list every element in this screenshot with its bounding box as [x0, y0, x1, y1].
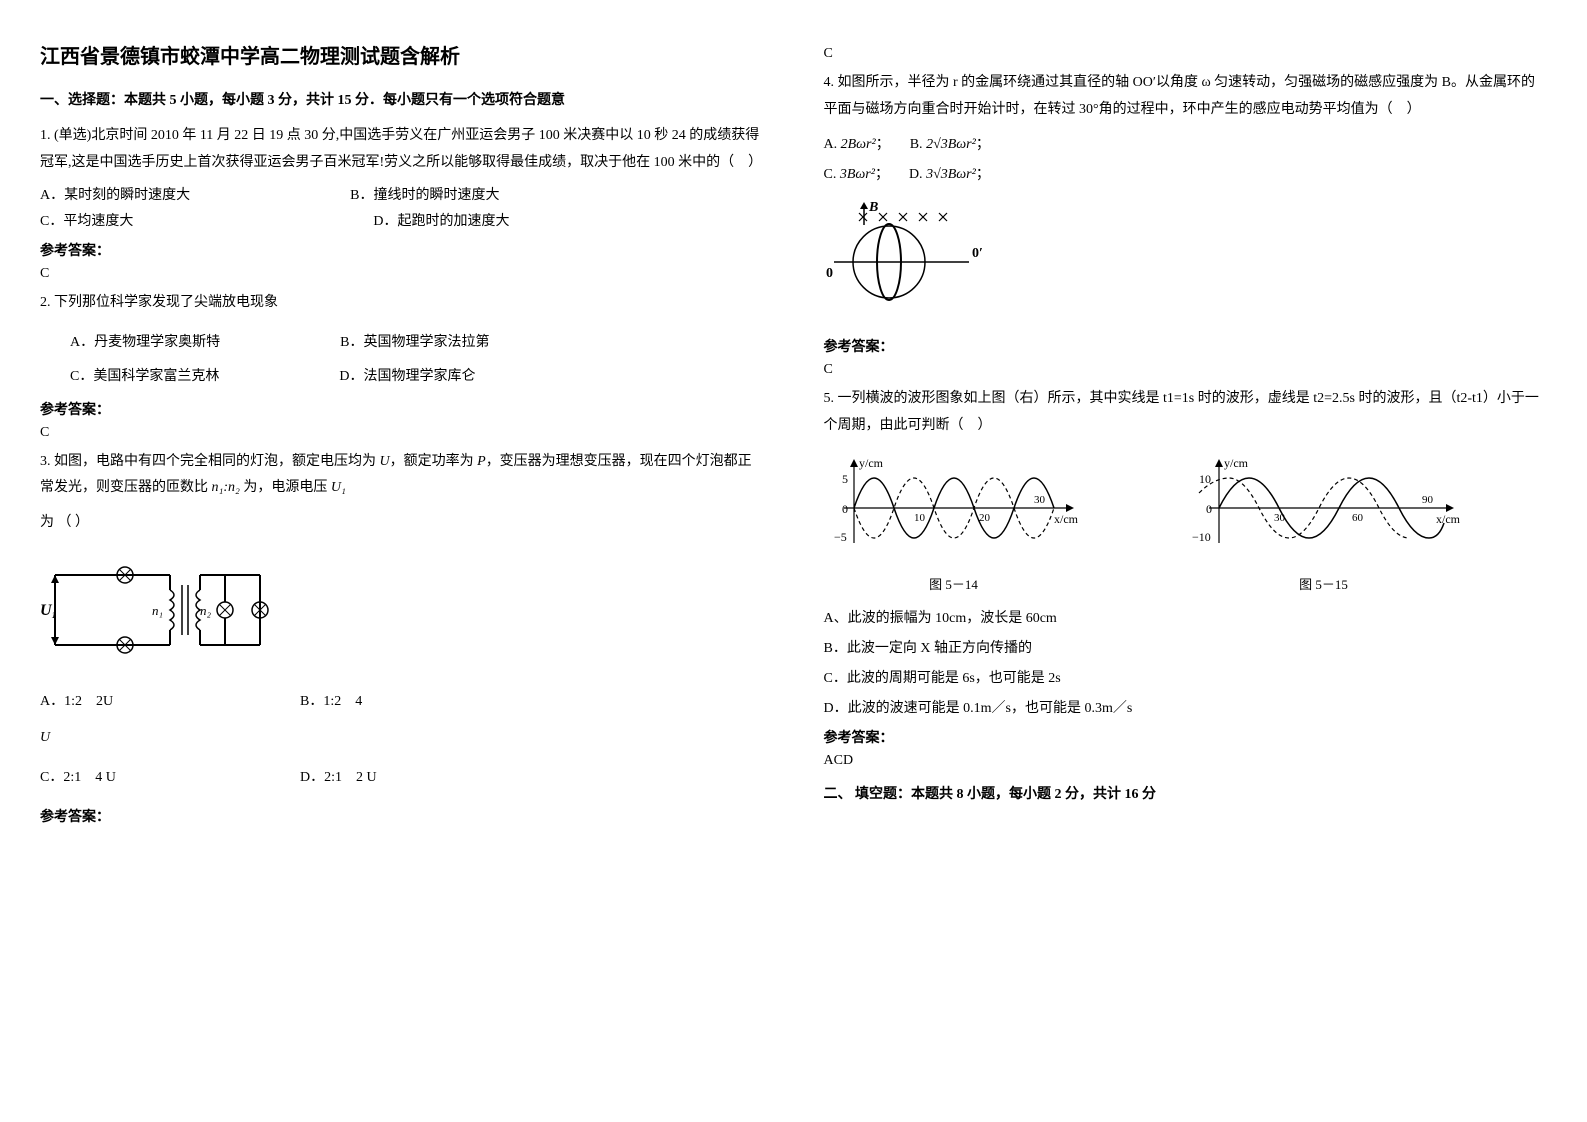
q3-ratio: n₁:n₂	[212, 480, 240, 495]
q3-U1: U₁	[331, 480, 346, 495]
circuit-n2: n₂	[200, 603, 212, 618]
q3-text-a: 3. 如图，电路中有四个完全相同的灯泡，额定电压均为	[40, 454, 380, 469]
f1-xlabel: x/cm	[1054, 512, 1079, 526]
q3-opt-a: A．1:2 2U	[40, 690, 300, 710]
q4-opts-row1: A. 2Bωr²； B. 2√3Bωr²；	[824, 133, 1548, 153]
f2-ylabel: y/cm	[1224, 456, 1249, 470]
f1-y5: 5	[842, 472, 848, 486]
page: 江西省景德镇市蛟潭中学高二物理测试题含解析 一、选择题：本题共 5 小题，每小题…	[40, 40, 1547, 830]
q4-sep3: ；	[875, 167, 889, 182]
circuit-svg: U₁ n₁ n₂	[40, 555, 270, 665]
circuit-u1: U₁	[40, 602, 57, 619]
q4-Op-label: 0′	[972, 246, 983, 261]
left-column: 江西省景德镇市蛟潭中学高二物理测试题含解析 一、选择题：本题共 5 小题，每小题…	[40, 40, 764, 830]
q5-opt-d: D．此波的波速可能是 0.1m／s，也可能是 0.3m／s	[824, 697, 1548, 717]
q5-opt-b: B．此波一定向 X 轴正方向传播的	[824, 637, 1548, 657]
f2-caption: 图 5－15	[1184, 574, 1464, 593]
q2-ans: C	[40, 425, 764, 441]
section-1-head: 一、选择题：本题共 5 小题，每小题 3 分，共计 15 分．每小题只有一个选项…	[40, 89, 764, 109]
q4-a-pre: A.	[824, 137, 841, 152]
q4-text: 4. 如图所示，半径为 r 的金属环绕通过其直径的轴 OO′以角度 ω 匀速转动…	[824, 70, 1548, 123]
q2-text: 2. 下列那位科学家发现了尖端放电现象	[40, 290, 764, 317]
q4-ans: C	[824, 362, 1548, 378]
f1-caption: 图 5－14	[824, 574, 1084, 593]
q4-b-pre: B.	[910, 137, 926, 152]
q3-opts-row2: C．2:1 4 U D．2:1 2 U	[40, 766, 764, 786]
q4-c-pre: C.	[824, 167, 840, 182]
q5-opt-c: C．此波的周期可能是 6s，也可能是 2s	[824, 667, 1548, 687]
q2-opt-c: C．美国科学家富兰克林	[70, 365, 219, 385]
q4-ans-label: 参考答案：	[824, 336, 1548, 356]
circuit-n1: n₁	[152, 603, 163, 618]
q5-fig2: y/cm x/cm 10 0 −10 30 60 90 图 5－15	[1184, 453, 1464, 593]
f2-y10: 10	[1199, 472, 1211, 486]
q3-text: 3. 如图，电路中有四个完全相同的灯泡，额定电压均为 U，额定功率为 P，变压器…	[40, 449, 764, 502]
q4-svg: B 0 0′	[824, 197, 994, 317]
q4-sep4: ；	[976, 167, 990, 182]
q2-opt-b: B．英国物理学家法拉第	[340, 331, 489, 351]
q5-ans-label: 参考答案：	[824, 727, 1548, 747]
q1-opt-c: C．平均速度大	[40, 210, 133, 230]
q1-ans: C	[40, 266, 764, 282]
f1-x30: 30	[1034, 494, 1046, 506]
q2-opts: A．丹麦物理学家奥斯特 B．英国物理学家法拉第 C．美国科学家富兰克林 D．法国…	[70, 331, 764, 385]
q3-ans-label: 参考答案：	[40, 806, 764, 826]
q1-opts-row2: C．平均速度大 D．起跑时的加速度大	[40, 210, 764, 230]
q3-P: P	[477, 454, 486, 469]
q1-opt-d: D．起跑时的加速度大	[373, 210, 509, 230]
q4-opt-c: 3Bωr²	[840, 167, 875, 182]
q4-d-pre: D.	[909, 167, 926, 182]
q5-fig1-svg: y/cm x/cm 5 0 −5 10 20 30	[824, 453, 1084, 563]
f1-y0: 0	[842, 502, 848, 516]
q3-opt-b-u: U	[40, 730, 764, 746]
q4-opt-d: 3√3Bωr²	[926, 167, 976, 182]
f2-x60: 60	[1352, 512, 1364, 524]
q2-opt-d: D．法国物理学家库仑	[339, 365, 475, 385]
q3-opts-row1: A．1:2 2U B．1:2 4	[40, 690, 764, 710]
q5-text: 5. 一列横波的波形图象如上图（右）所示，其中实线是 t1=1s 时的波形，虚线…	[824, 386, 1548, 439]
f2-y0: 0	[1206, 502, 1212, 516]
q1-opt-b: B．撞线时的瞬时速度大	[350, 184, 499, 204]
q3-ans: C	[824, 46, 1548, 62]
q4-O-label: 0	[826, 266, 833, 281]
q5-opts: A、此波的振幅为 10cm，波长是 60cm B．此波一定向 X 轴正方向传播的…	[824, 607, 1548, 717]
q5-opt-a: A、此波的振幅为 10cm，波长是 60cm	[824, 607, 1548, 627]
f2-ym10: −10	[1192, 530, 1211, 544]
q3-circuit: U₁ n₁ n₂	[40, 555, 764, 670]
f1-x20: 20	[979, 512, 991, 524]
q5-fig1: y/cm x/cm 5 0 −5 10 20 30 图 5－14	[824, 453, 1084, 593]
f2-xlabel: x/cm	[1436, 512, 1461, 526]
right-column: C 4. 如图所示，半径为 r 的金属环绕通过其直径的轴 OO′以角度 ω 匀速…	[824, 40, 1548, 830]
q5-fig2-svg: y/cm x/cm 10 0 −10 30 60 90	[1184, 453, 1464, 563]
q1-ans-label: 参考答案：	[40, 240, 764, 260]
q2-opt-a: A．丹麦物理学家奥斯特	[70, 331, 220, 351]
f1-x10: 10	[914, 512, 926, 524]
q3-text-d: 为，电源电压	[240, 480, 331, 495]
f1-ylabel: y/cm	[859, 456, 884, 470]
q4-sep2: ；	[976, 137, 990, 152]
q1-text: 1. (单选)北京时间 2010 年 11 月 22 日 19 点 30 分,中…	[40, 123, 764, 176]
f2-x30: 30	[1274, 512, 1286, 524]
q5-figures: y/cm x/cm 5 0 −5 10 20 30 图 5－14	[824, 453, 1548, 593]
q4-B-label: B	[868, 200, 878, 215]
q1-opts-row1: A．某时刻的瞬时速度大 B．撞线时的瞬时速度大	[40, 184, 764, 204]
q4-opt-a: 2Bωr²	[841, 137, 876, 152]
q4-figure: B 0 0′	[824, 197, 1548, 322]
q4-sep1: ；	[876, 137, 890, 152]
q3-U: U	[380, 454, 390, 469]
q3-opt-d: D．2:1 2 U	[300, 766, 560, 786]
q4-opts-row2: C. 3Bωr²； D. 3√3Bωr²；	[824, 163, 1548, 183]
q5-ans: ACD	[824, 753, 1548, 769]
section-2-head: 二、 填空题：本题共 8 小题，每小题 2 分，共计 16 分	[824, 783, 1548, 803]
f2-x90: 90	[1422, 494, 1434, 506]
q3-opt-c: C．2:1 4 U	[40, 766, 300, 786]
q1-opt-a: A．某时刻的瞬时速度大	[40, 184, 190, 204]
q3-opt-b: B．1:2 4	[300, 690, 560, 710]
f1-ym5: −5	[834, 530, 847, 544]
q4-opt-b: 2√3Bωr²	[926, 137, 976, 152]
q2-ans-label: 参考答案：	[40, 399, 764, 419]
q3-bracket: 为 （ ）	[40, 510, 764, 537]
page-title: 江西省景德镇市蛟潭中学高二物理测试题含解析	[40, 40, 764, 69]
q3-text-b: ，额定功率为	[390, 454, 478, 469]
